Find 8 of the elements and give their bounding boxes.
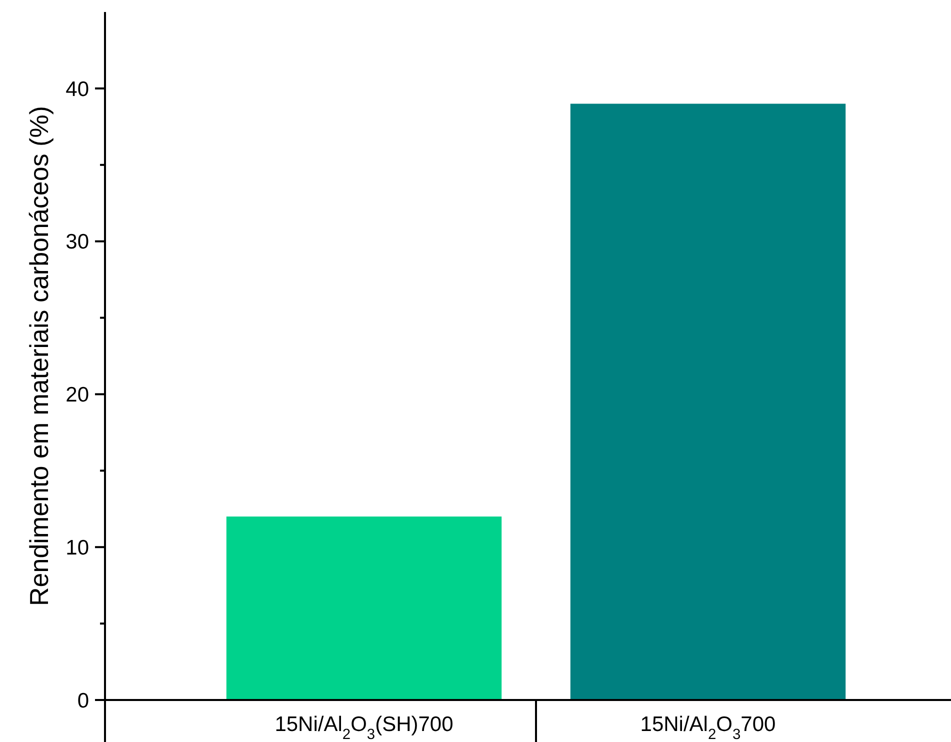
y-axis-title: Rendimento em materiais carbonáceos (%): [24, 106, 54, 606]
x-tick-label: 15Ni/Al$_{2}$O$_{3}$(SH)700: [274, 713, 454, 742]
x-tick-label: 15Ni/Al$_{2}$O$_{3}$700: [640, 713, 776, 742]
y-tick-label: 10: [66, 536, 89, 560]
y-tick-label: 20: [66, 384, 89, 407]
y-tick-label: 40: [66, 78, 89, 101]
y-tick-label: 0: [77, 689, 89, 712]
y-tick-label: 30: [66, 230, 89, 254]
